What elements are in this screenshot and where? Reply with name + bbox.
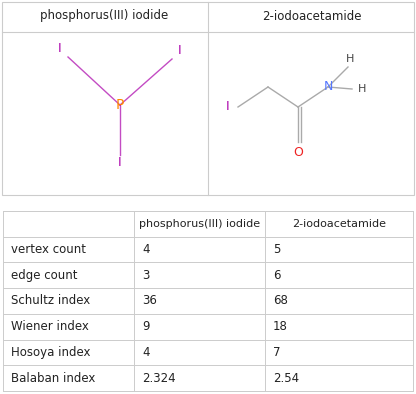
Text: 68: 68 xyxy=(273,294,288,307)
Text: edge count: edge count xyxy=(11,269,77,282)
Text: 2-iodoacetamide: 2-iodoacetamide xyxy=(292,219,386,229)
Text: phosphorus(III) iodide: phosphorus(III) iodide xyxy=(40,9,168,22)
Text: H: H xyxy=(358,84,366,94)
Text: I: I xyxy=(226,100,230,113)
Text: 2-iodoacetamide: 2-iodoacetamide xyxy=(262,9,362,22)
Text: I: I xyxy=(58,43,62,56)
Text: Schultz index: Schultz index xyxy=(11,294,90,307)
Text: 4: 4 xyxy=(142,346,149,359)
Text: Balaban index: Balaban index xyxy=(11,372,95,385)
Text: O: O xyxy=(293,145,303,158)
Text: Hosoya index: Hosoya index xyxy=(11,346,91,359)
Text: 18: 18 xyxy=(273,320,288,333)
Text: 6: 6 xyxy=(273,269,280,282)
Text: P: P xyxy=(116,98,124,112)
Text: 7: 7 xyxy=(273,346,280,359)
Text: Wiener index: Wiener index xyxy=(11,320,89,333)
Text: I: I xyxy=(118,156,122,169)
Text: N: N xyxy=(323,80,333,93)
Text: 5: 5 xyxy=(273,243,280,256)
Text: 3: 3 xyxy=(142,269,149,282)
Text: phosphorus(III) iodide: phosphorus(III) iodide xyxy=(139,219,260,229)
Text: 9: 9 xyxy=(142,320,149,333)
Text: 2.324: 2.324 xyxy=(142,372,176,385)
Text: 36: 36 xyxy=(142,294,157,307)
Text: H: H xyxy=(346,54,354,64)
Text: I: I xyxy=(178,45,182,58)
Text: vertex count: vertex count xyxy=(11,243,86,256)
Text: 2.54: 2.54 xyxy=(273,372,299,385)
Text: 4: 4 xyxy=(142,243,149,256)
